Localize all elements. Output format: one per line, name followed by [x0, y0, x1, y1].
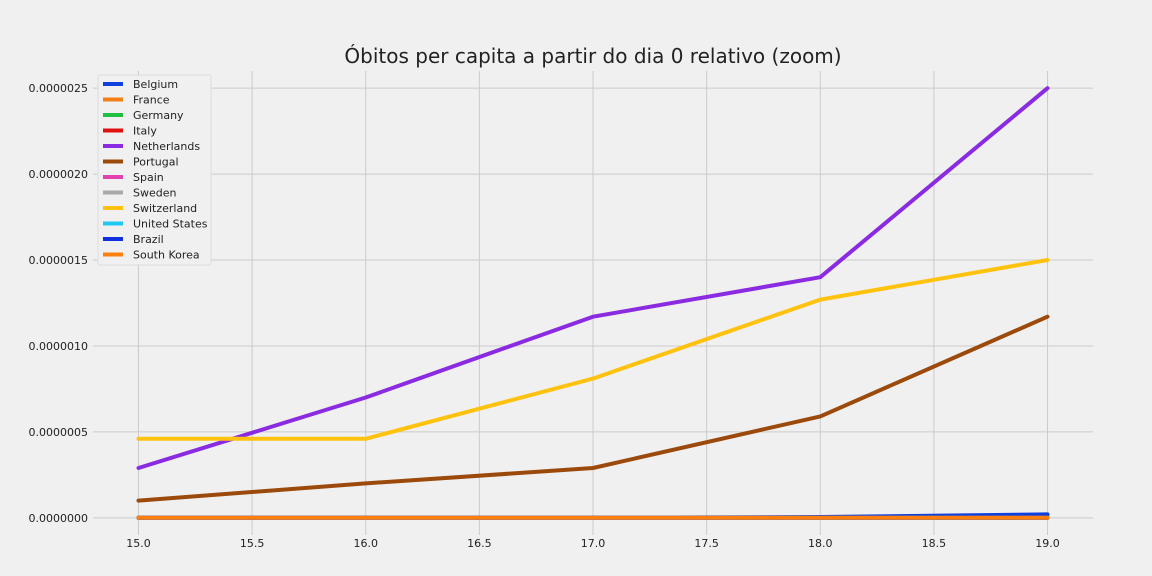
y-tick-label: 0.0000010 [29, 340, 89, 353]
x-tick-label: 16.5 [467, 537, 492, 550]
x-tick-label: 17.5 [694, 537, 719, 550]
x-tick-label: 15.5 [240, 537, 265, 550]
legend-label-spain: Spain [133, 171, 164, 184]
y-tick-label: 0.0000020 [29, 168, 89, 181]
legend-label-germany: Germany [133, 109, 184, 122]
x-tick-label: 16.0 [353, 537, 378, 550]
legend-label-portugal: Portugal [133, 156, 179, 169]
y-tick-label: 0.0000000 [29, 512, 89, 525]
y-tick-label: 0.0000005 [29, 426, 89, 439]
x-tick-label: 18.0 [808, 537, 833, 550]
series-lines [136, 86, 1050, 520]
legend-label-switzerland: Switzerland [133, 202, 197, 215]
legend-label-brazil: Brazil [133, 233, 164, 246]
legend-label-belgium: Belgium [133, 78, 178, 91]
x-tick-label: 15.0 [126, 537, 151, 550]
y-tick-label: 0.0000025 [29, 82, 89, 95]
y-tick-labels: 0.0000000 0.0000005 0.0000010 0.0000015 0.00… [29, 82, 89, 525]
series-line-netherlands [136, 86, 1050, 470]
legend-label-sweden: Sweden [133, 187, 176, 200]
legend-label-south-korea: South Korea [133, 249, 200, 262]
chart-title: Óbitos per capita a partir do dia 0 rela… [344, 44, 841, 68]
legend-box [97, 74, 212, 266]
legend-label-italy: Italy [133, 125, 157, 138]
y-tick-label: 0.0000015 [29, 254, 89, 267]
x-tick-label: 18.5 [922, 537, 947, 550]
legend-label-france: France [133, 94, 170, 107]
x-tick-label: 17.0 [581, 537, 606, 550]
series-line-portugal [136, 314, 1050, 503]
legend-label-netherlands: Netherlands [133, 140, 200, 153]
x-tick-label: 19.0 [1035, 537, 1060, 550]
legend: Belgium France Germany Italy Netherlands Port… [97, 74, 212, 266]
series-line-switzerland [136, 258, 1050, 441]
x-tick-labels: 15.0 15.5 16.0 16.5 17.0 17.5 18.0 18.5 19.0 [126, 537, 1060, 550]
legend-label-united-states: United States [133, 218, 208, 231]
